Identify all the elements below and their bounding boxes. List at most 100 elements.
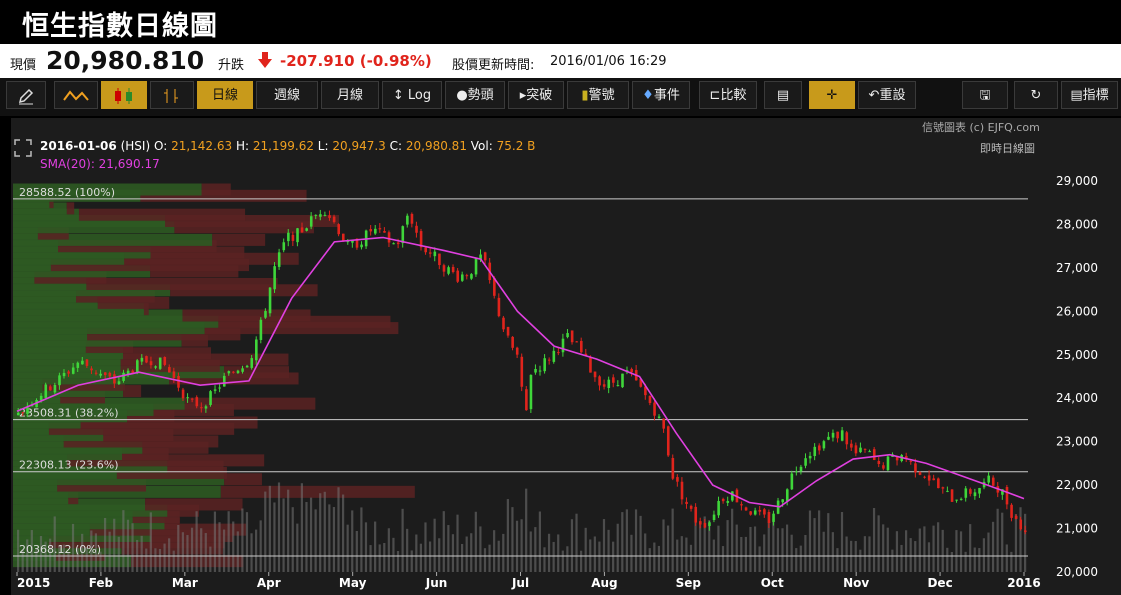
candle xyxy=(218,387,221,389)
save-button[interactable]: 🖫 xyxy=(962,81,1008,109)
line-chart-icon xyxy=(63,90,89,101)
volume-bar xyxy=(685,537,688,572)
volume-bar xyxy=(785,524,789,572)
volume-profile-bar xyxy=(86,277,278,290)
log-button[interactable]: ↕ Log xyxy=(382,81,442,109)
compare-button[interactable]: ⊏比較 xyxy=(699,81,757,109)
crosshair-button[interactable]: ✛ xyxy=(809,81,855,109)
volume-bar xyxy=(699,524,702,572)
candle xyxy=(470,274,473,279)
volume-bar xyxy=(653,542,656,572)
candle xyxy=(213,389,217,391)
volume-bar xyxy=(639,515,642,572)
candle xyxy=(584,353,588,357)
candle xyxy=(955,499,958,501)
volume-bar xyxy=(909,538,912,572)
refresh-button[interactable]: ↻ xyxy=(1014,81,1058,109)
volume-bar xyxy=(529,531,532,572)
volume-bar xyxy=(923,526,926,572)
expand-icon[interactable] xyxy=(14,139,32,157)
candle xyxy=(543,358,546,372)
candle xyxy=(209,391,212,405)
volume-bar xyxy=(941,529,944,572)
volume-bar xyxy=(250,533,253,572)
volume-bar xyxy=(602,519,606,572)
trend-button[interactable]: ●勢頭 xyxy=(445,81,505,109)
candle xyxy=(241,368,244,372)
candle xyxy=(740,504,743,506)
candle xyxy=(987,475,990,483)
document-button[interactable]: ▤ xyxy=(764,81,802,109)
volume-bar xyxy=(483,548,487,572)
volume-bar xyxy=(525,488,528,572)
info-open: 21,142.63 xyxy=(171,139,233,153)
trend-label: 勢頭 xyxy=(467,88,494,103)
volume-bar xyxy=(305,502,308,572)
candle xyxy=(26,407,29,414)
warning-button[interactable]: ▮警號 xyxy=(567,81,629,109)
daily-button[interactable]: 日線 xyxy=(197,81,253,109)
volume-bar xyxy=(561,550,564,572)
candle xyxy=(552,350,556,362)
y-tick-label: 20,000 xyxy=(1056,565,1098,579)
line-chart-button[interactable] xyxy=(54,81,98,109)
ohlc-button[interactable] xyxy=(150,81,194,109)
save-icon: 🖫 xyxy=(979,88,991,103)
candle xyxy=(158,357,162,369)
candle xyxy=(836,431,839,439)
volume-bar xyxy=(488,544,491,572)
event-button[interactable]: ♦事件 xyxy=(632,81,690,109)
reset-button[interactable]: ↶重設 xyxy=(858,81,916,109)
candle xyxy=(332,216,336,223)
candle xyxy=(726,500,730,503)
candle xyxy=(369,229,373,232)
candle xyxy=(305,228,308,231)
volume-bar xyxy=(840,512,844,572)
volume-bar xyxy=(245,512,249,572)
candle xyxy=(699,521,702,525)
volume-bar xyxy=(753,526,757,572)
volume-bar xyxy=(90,530,93,572)
info-vol-label: Vol: xyxy=(470,139,493,153)
volume-bar xyxy=(964,551,967,572)
quote-bar: 現價 20,980.810 升跌 -207.910 (-0.98%) 股價更新時… xyxy=(0,44,1121,78)
monthly-button[interactable]: 月線 xyxy=(321,81,379,109)
volume-bar xyxy=(323,491,326,572)
volume-bar xyxy=(982,538,986,572)
candle xyxy=(703,523,707,528)
candlestick-icon xyxy=(115,88,132,104)
candle xyxy=(593,371,597,378)
volume-bar xyxy=(410,550,413,572)
candle xyxy=(483,252,487,261)
candle xyxy=(53,384,57,393)
volume-bar xyxy=(387,528,390,572)
candle xyxy=(868,451,871,453)
candle xyxy=(758,509,762,512)
change-label: 升跌 xyxy=(218,58,245,73)
volume-bar xyxy=(795,548,798,572)
draw-button[interactable] xyxy=(6,81,46,109)
volume-bar xyxy=(71,523,75,572)
candle xyxy=(621,373,624,388)
candle xyxy=(515,347,519,355)
volume-bar xyxy=(465,536,468,572)
volume-bar xyxy=(122,510,125,572)
breakout-label: 突破 xyxy=(526,88,553,103)
candle xyxy=(795,471,798,473)
candle xyxy=(415,225,418,233)
candle xyxy=(177,375,180,388)
volume-bar xyxy=(937,522,940,572)
volume-bar xyxy=(836,548,839,572)
volume-bar xyxy=(927,542,931,572)
info-high: 21,199.62 xyxy=(252,139,314,153)
indicators-button[interactable]: ▤指標 xyxy=(1061,81,1118,109)
info-open-label: O: xyxy=(153,139,168,153)
candlestick-button[interactable] xyxy=(101,81,147,109)
x-tick-label: Dec xyxy=(927,576,952,590)
volume-bar xyxy=(978,548,981,572)
weekly-button[interactable]: 週線 xyxy=(256,81,318,109)
breakout-button[interactable]: ▸突破 xyxy=(508,81,564,109)
candle xyxy=(973,492,977,497)
candle xyxy=(319,214,322,217)
